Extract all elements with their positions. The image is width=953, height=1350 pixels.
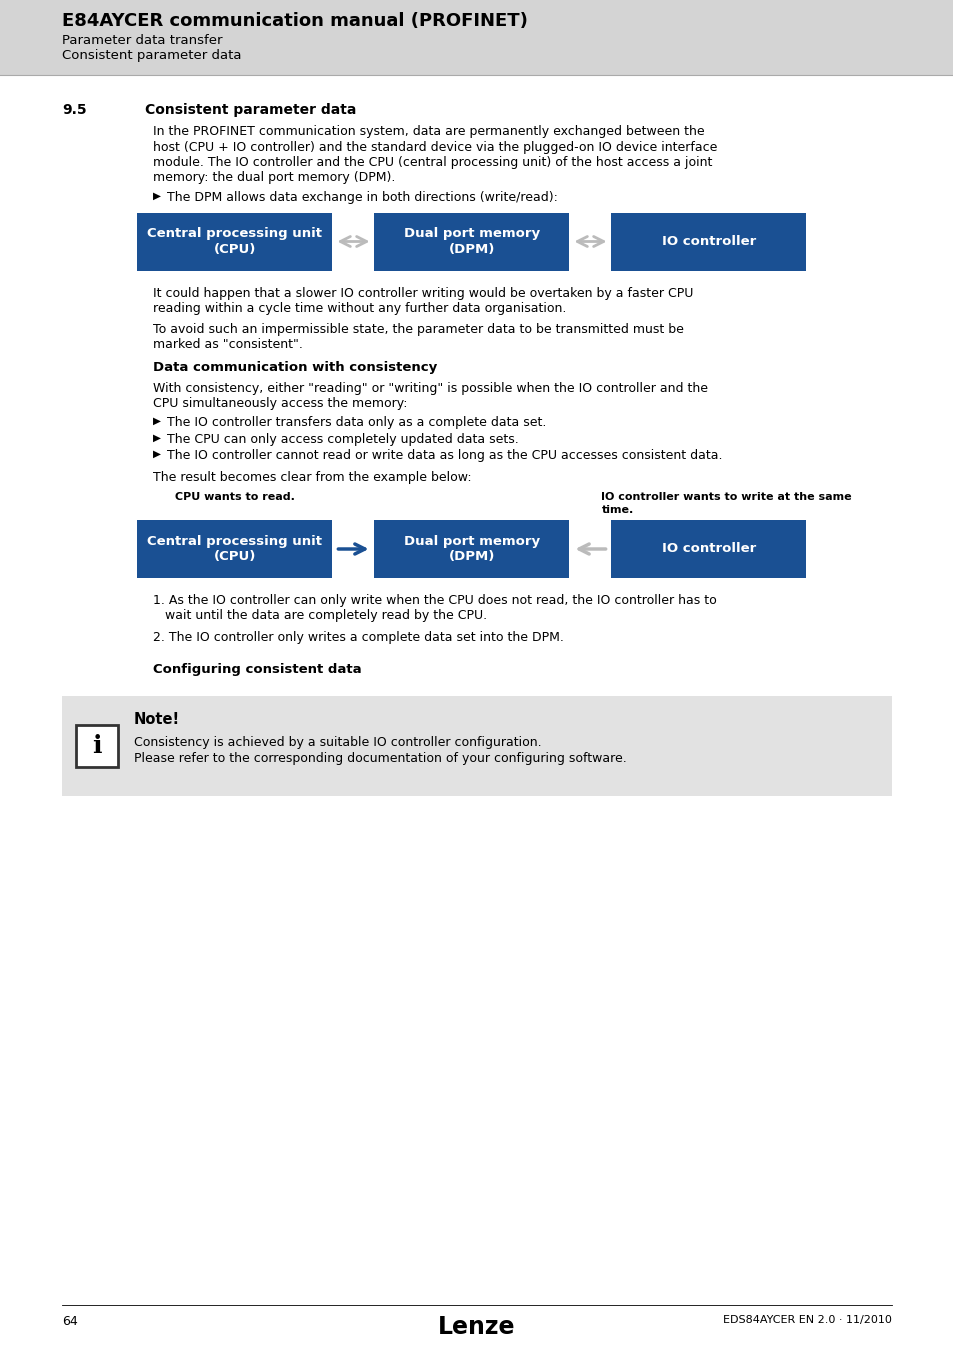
Text: The DPM allows data exchange in both directions (write/read):: The DPM allows data exchange in both dir… xyxy=(167,190,558,204)
Bar xyxy=(375,520,569,578)
Text: To avoid such an impermissible state, the parameter data to be transmitted must : To avoid such an impermissible state, th… xyxy=(152,323,683,336)
Text: Consistency is achieved by a suitable IO controller configuration.: Consistency is achieved by a suitable IO… xyxy=(133,736,541,749)
Text: E84AYCER communication manual (PROFINET): E84AYCER communication manual (PROFINET) xyxy=(62,12,527,30)
Text: ▶: ▶ xyxy=(152,450,161,459)
Text: Configuring consistent data: Configuring consistent data xyxy=(152,663,361,675)
Text: ▶: ▶ xyxy=(152,416,161,427)
Text: marked as "consistent".: marked as "consistent". xyxy=(152,338,302,351)
Bar xyxy=(137,212,333,270)
Text: Dual port memory
(DPM): Dual port memory (DPM) xyxy=(403,535,539,563)
Text: Consistent parameter data: Consistent parameter data xyxy=(62,49,241,62)
Text: 1. As the IO controller can only write when the CPU does not read, the IO contro: 1. As the IO controller can only write w… xyxy=(152,594,716,608)
Text: Please refer to the corresponding documentation of your configuring software.: Please refer to the corresponding docume… xyxy=(133,752,626,765)
Bar xyxy=(611,520,805,578)
Bar xyxy=(76,725,118,767)
Bar xyxy=(375,212,569,270)
Text: The CPU can only access completely updated data sets.: The CPU can only access completely updat… xyxy=(167,432,518,446)
Text: With consistency, either "reading" or "writing" is possible when the IO controll: With consistency, either "reading" or "w… xyxy=(152,382,707,396)
Text: wait until the data are completely read by the CPU.: wait until the data are completely read … xyxy=(152,609,487,622)
Text: Consistent parameter data: Consistent parameter data xyxy=(145,103,356,117)
Text: IO controller wants to write at the same: IO controller wants to write at the same xyxy=(601,491,851,502)
Text: reading within a cycle time without any further data organisation.: reading within a cycle time without any … xyxy=(152,302,566,315)
Bar xyxy=(0,0,953,76)
Text: host (CPU + IO controller) and the standard device via the plugged-on IO device : host (CPU + IO controller) and the stand… xyxy=(152,140,717,154)
Text: Note!: Note! xyxy=(133,711,180,728)
Text: IO controller: IO controller xyxy=(661,543,756,555)
Text: CPU wants to read.: CPU wants to read. xyxy=(175,491,294,502)
Bar xyxy=(137,520,333,578)
Text: 9.5: 9.5 xyxy=(62,103,87,117)
Bar xyxy=(611,212,805,270)
Text: module. The IO controller and the CPU (central processing unit) of the host acce: module. The IO controller and the CPU (c… xyxy=(152,157,712,169)
Text: Data communication with consistency: Data communication with consistency xyxy=(152,362,436,374)
Text: In the PROFINET communication system, data are permanently exchanged between the: In the PROFINET communication system, da… xyxy=(152,126,704,138)
Text: The result becomes clear from the example below:: The result becomes clear from the exampl… xyxy=(152,471,471,483)
Text: The IO controller cannot read or write data as long as the CPU accesses consiste: The IO controller cannot read or write d… xyxy=(167,450,721,462)
Text: 64: 64 xyxy=(62,1315,77,1328)
Text: 2. The IO controller only writes a complete data set into the DPM.: 2. The IO controller only writes a compl… xyxy=(152,630,563,644)
Text: ▶: ▶ xyxy=(152,190,161,201)
Text: ▶: ▶ xyxy=(152,432,161,443)
Bar xyxy=(62,697,891,796)
Text: Dual port memory
(DPM): Dual port memory (DPM) xyxy=(403,228,539,255)
Text: i: i xyxy=(92,734,102,757)
Text: Central processing unit
(CPU): Central processing unit (CPU) xyxy=(148,535,322,563)
Text: Lenze: Lenze xyxy=(437,1315,516,1339)
Text: memory: the dual port memory (DPM).: memory: the dual port memory (DPM). xyxy=(152,171,395,185)
Text: The IO controller transfers data only as a complete data set.: The IO controller transfers data only as… xyxy=(167,416,546,429)
Text: Parameter data transfer: Parameter data transfer xyxy=(62,34,222,47)
Text: IO controller: IO controller xyxy=(661,235,756,248)
Text: time.: time. xyxy=(601,505,633,514)
Text: It could happen that a slower IO controller writing would be overtaken by a fast: It could happen that a slower IO control… xyxy=(152,286,693,300)
Text: CPU simultaneously access the memory:: CPU simultaneously access the memory: xyxy=(152,397,407,410)
Text: EDS84AYCER EN 2.0 · 11/2010: EDS84AYCER EN 2.0 · 11/2010 xyxy=(722,1315,891,1324)
Text: Central processing unit
(CPU): Central processing unit (CPU) xyxy=(148,228,322,255)
